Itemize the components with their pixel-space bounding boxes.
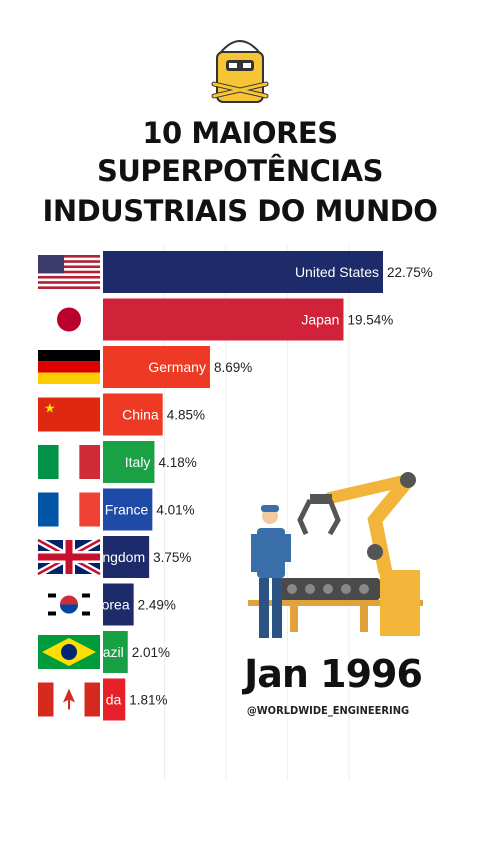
bar-value-label-9: 2.01% — [132, 645, 170, 660]
bar-value-label-8: 2.49% — [138, 598, 176, 613]
bar-2 — [103, 298, 344, 341]
bar-category-label-1: United States — [295, 264, 379, 280]
flag-icon-8 — [38, 587, 100, 622]
bar-category-label-4: China — [122, 407, 159, 423]
bar-9 — [103, 631, 128, 673]
bar-1 — [103, 251, 383, 293]
chart-title-line-1: 10 MAIORES — [142, 116, 338, 150]
flag-icon-9 — [38, 635, 100, 669]
bar-value-label-10: 1.81% — [129, 693, 167, 708]
bar-7 — [103, 536, 150, 578]
bar-category-label-10: da — [106, 692, 122, 708]
bar-category-label-3: Germany — [148, 359, 206, 375]
bar-6 — [103, 488, 153, 531]
bar-value-label-7: 3.75% — [153, 550, 191, 565]
bar-value-label-6: 4.01% — [156, 503, 194, 518]
bar-category-label-9: azil — [103, 644, 124, 660]
flag-icon-3 — [38, 350, 100, 384]
bar-4 — [103, 393, 163, 436]
chart-title-line-2: SUPERPOTÊNCIAS — [96, 154, 384, 188]
flag-icon-1 — [38, 255, 100, 289]
bar-value-label-3: 8.69% — [214, 360, 252, 375]
bar-value-label-5: 4.18% — [158, 455, 196, 470]
bar-value-label-1: 22.75% — [387, 265, 433, 280]
bar-value-label-4: 4.85% — [167, 408, 205, 423]
flag-icon-4: ★ — [38, 397, 100, 432]
flag-icon-7 — [36, 536, 102, 578]
credit-watermark: @WORLDWIDE_ENGINEERING — [246, 704, 410, 717]
bar-series: United States 22.75% Japan 19.54% Germany 8.6… — [102, 251, 433, 721]
bar-category-label-6: France — [105, 502, 149, 518]
mascot-logo-icon — [211, 40, 269, 103]
flag-icon-6 — [38, 492, 100, 527]
factory-illustration — [248, 472, 423, 638]
bar-category-label-7: ngdom — [102, 549, 145, 565]
chart-title-line-3: INDUSTRIAIS DO MUNDO — [42, 194, 438, 228]
bar-category-label-2: Japan — [301, 312, 339, 328]
flag-icon-2 — [38, 302, 100, 337]
flag-icon-10 — [38, 682, 100, 717]
date-label: Jan 1996 — [244, 652, 423, 696]
bar-category-label-8: orea — [102, 597, 130, 613]
bar-category-label-5: Italy — [125, 454, 151, 470]
bar-value-label-2: 19.54% — [347, 313, 393, 328]
svg-text:★: ★ — [44, 402, 56, 417]
bar-5 — [103, 441, 155, 483]
flag-icon-5 — [38, 445, 100, 479]
bar-3 — [103, 346, 210, 388]
bar-10 — [103, 678, 126, 721]
country-flags: ★ — [36, 255, 102, 717]
bar-8 — [103, 583, 134, 626]
